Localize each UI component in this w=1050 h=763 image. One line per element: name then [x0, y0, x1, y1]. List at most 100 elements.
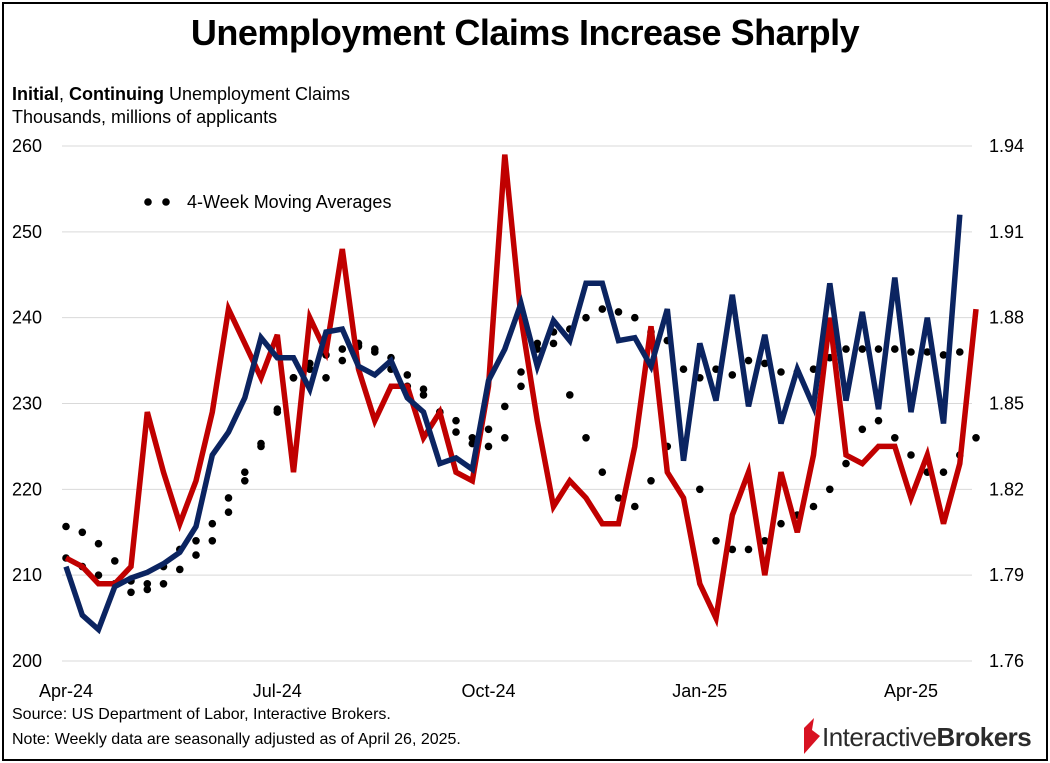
interactive-brokers-logo: InteractiveBrokers — [796, 716, 1042, 756]
ma-point — [549, 339, 558, 348]
y-left-tick-label: 240 — [12, 308, 42, 328]
y-right-tick-label: 1.91 — [989, 222, 1024, 242]
y-right-tick-label: 1.76 — [989, 651, 1024, 671]
ma-point — [241, 477, 249, 485]
ma-point — [78, 528, 87, 537]
ma-point — [744, 356, 753, 365]
y-right-tick-label: 1.94 — [989, 136, 1024, 156]
ma-point — [761, 537, 769, 545]
y-left-tick-label: 260 — [12, 136, 42, 156]
ma-point — [631, 502, 639, 511]
ma-point — [257, 439, 265, 448]
ma-point — [679, 365, 688, 374]
ma-point — [614, 308, 623, 316]
ma-point — [728, 371, 737, 379]
ma-point — [208, 537, 217, 545]
subtitle-continuing-label: Continuing — [69, 84, 164, 104]
ma-point — [143, 585, 152, 594]
ma-point — [62, 522, 70, 531]
ma-point — [598, 305, 607, 313]
logo-text-part2: Brokers — [936, 722, 1032, 752]
ma-point — [842, 459, 850, 468]
ma-point — [143, 580, 152, 588]
ma-point — [224, 494, 233, 502]
ma-point — [273, 405, 282, 414]
legend-label: 4-Week Moving Averages — [187, 192, 391, 212]
ma-point — [241, 468, 249, 477]
y-right-tick-label: 1.88 — [989, 308, 1024, 328]
ma-point — [874, 345, 883, 353]
ma-point — [224, 508, 233, 516]
moving-average-series — [62, 305, 980, 597]
x-tick-label: Apr-24 — [39, 681, 93, 701]
ma-point — [419, 391, 428, 399]
ma-point — [192, 551, 200, 559]
ma-point — [809, 365, 818, 374]
ma-point — [322, 374, 330, 382]
ma-point — [192, 537, 200, 545]
ma-point — [111, 557, 119, 565]
continuing-claims-line — [63, 214, 963, 635]
legend-dot-1 — [144, 198, 152, 206]
legend-dot-2 — [162, 198, 170, 206]
initial-claims-line — [64, 154, 979, 628]
logo-flame-icon — [804, 718, 820, 754]
ma-point — [419, 385, 428, 394]
x-tick-label: Apr-25 — [884, 681, 938, 701]
ma-point — [452, 416, 460, 425]
chart-subtitle: Initial, Continuing Unemployment Claims — [12, 84, 350, 105]
unit-label: Thousands, millions of applicants — [12, 107, 278, 127]
ma-point — [468, 434, 477, 442]
y-right-tick-label: 1.79 — [989, 565, 1024, 585]
ma-point — [858, 425, 867, 434]
ma-point — [744, 545, 753, 554]
ma-point — [338, 356, 347, 365]
ma-point — [566, 391, 574, 399]
ma-point — [517, 368, 525, 376]
legend: 4-Week Moving Averages — [144, 192, 391, 212]
y-left-tick-label: 250 — [12, 222, 42, 242]
ma-point — [858, 345, 867, 353]
y-right-tick-label: 1.85 — [989, 394, 1024, 414]
ma-point — [826, 485, 834, 494]
y-right-tick-label: 1.82 — [989, 479, 1024, 499]
ma-point — [371, 345, 379, 353]
ma-point — [923, 348, 932, 356]
subtitle-rest: Unemployment Claims — [164, 84, 351, 104]
grid-lines — [62, 145, 972, 662]
ma-point — [631, 313, 639, 322]
data-note: Note: Weekly data are seasonally adjuste… — [12, 731, 461, 748]
y-left-tick-label: 200 — [12, 651, 42, 671]
ma-point — [289, 374, 298, 382]
ma-point — [728, 545, 737, 554]
ma-point — [452, 428, 460, 436]
ma-point — [842, 345, 850, 353]
ma-point — [484, 425, 493, 434]
chart-title: Unemployment Claims Increase Sharply — [190, 12, 860, 53]
y-left-tick-label: 210 — [12, 565, 42, 585]
ma-point — [338, 345, 347, 353]
ma-point — [614, 494, 623, 502]
ma-point — [939, 351, 948, 359]
ma-point — [761, 359, 769, 368]
ma-point — [647, 477, 655, 485]
ma-point — [517, 382, 525, 391]
ma-point — [208, 519, 217, 528]
claims-series — [63, 154, 979, 635]
x-tick-label: Oct-24 — [461, 681, 515, 701]
axis-labels: 200 1.76 210 1.79 220 1.82 230 1.85 240 1.88 250 1.… — [12, 136, 1024, 701]
ma-point — [891, 434, 899, 442]
x-tick-label: Jul-24 — [253, 681, 302, 701]
ma-point — [582, 313, 590, 322]
ma-point — [94, 571, 103, 579]
ma-point — [777, 368, 785, 376]
ma-point — [777, 519, 785, 528]
ma-point — [907, 348, 915, 356]
subtitle-initial-label: Initial — [12, 84, 60, 104]
subtitle-separator: , — [59, 84, 70, 104]
ma-point — [907, 451, 915, 459]
ma-point — [159, 580, 168, 588]
ma-point — [94, 539, 103, 548]
ma-point — [403, 371, 412, 379]
